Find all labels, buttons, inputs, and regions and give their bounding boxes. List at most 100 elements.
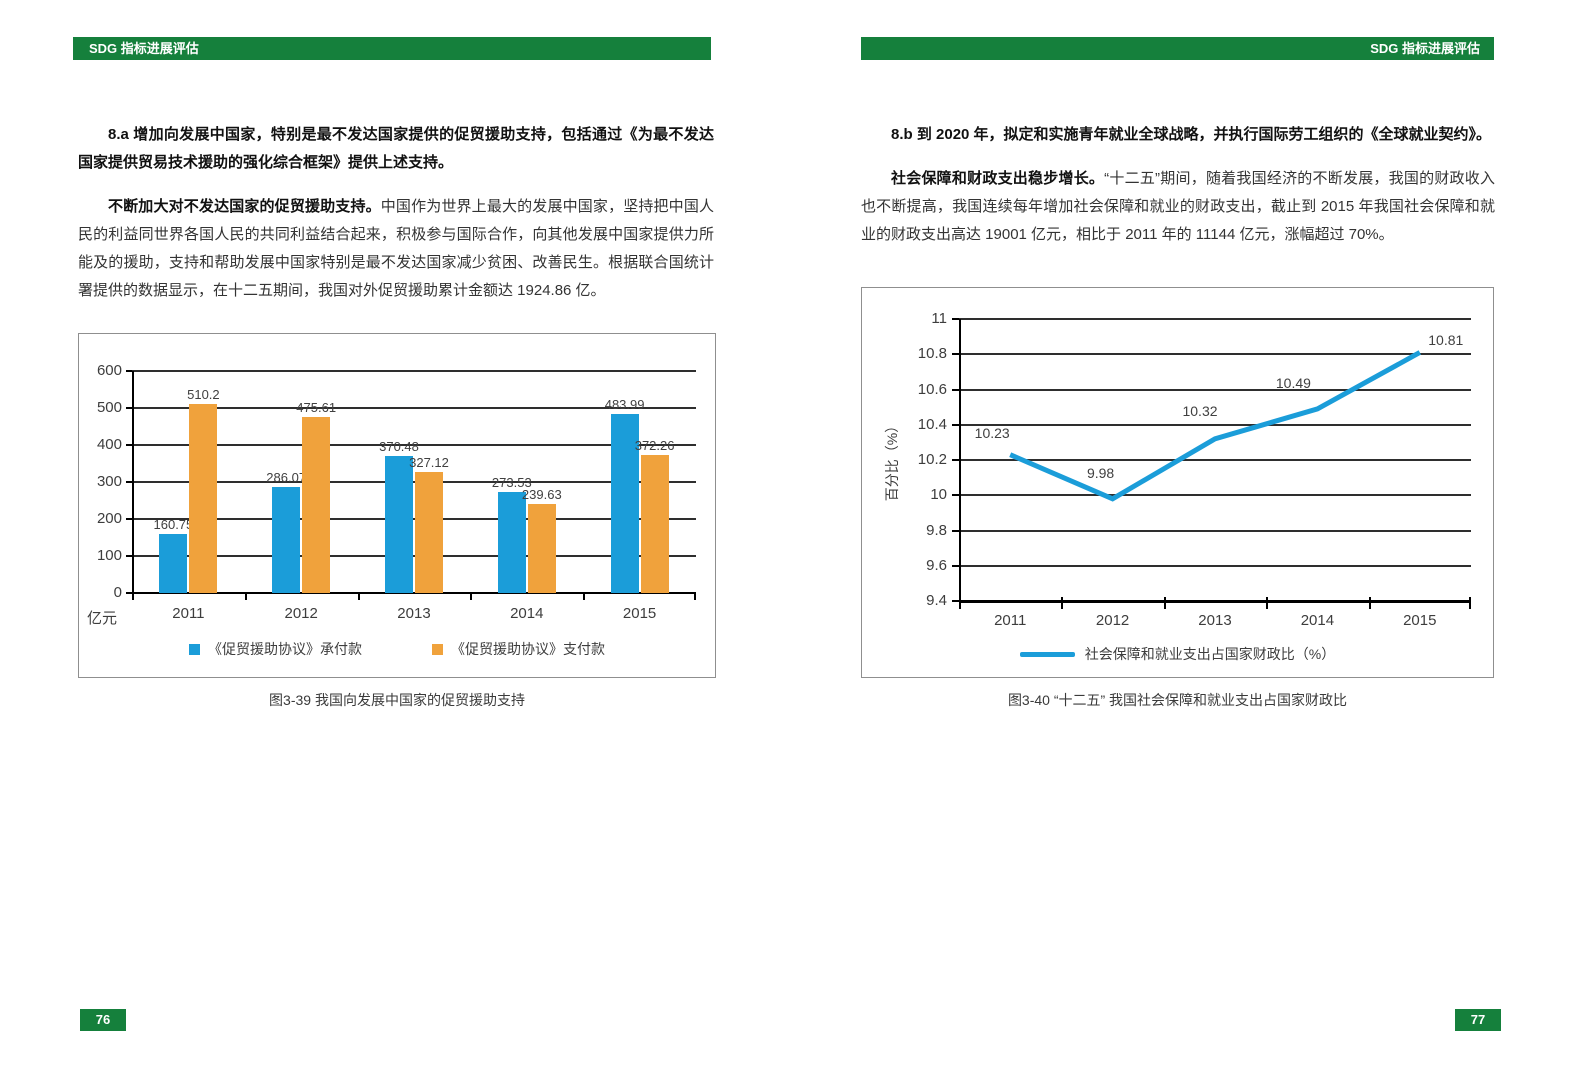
legend-swatch-icon [189, 643, 200, 655]
bar-2014-series-2 [527, 504, 556, 593]
bar-value-label: 370.48 [379, 438, 419, 454]
page-header-left: SDG 指标进展评估 [73, 37, 711, 60]
x-tick-label: 2013 [397, 605, 431, 622]
gridline [132, 555, 696, 557]
gridline [132, 518, 696, 520]
page-header-right: SDG 指标进展评估 [861, 37, 1494, 60]
y-tick-mark [952, 529, 959, 532]
x-tick-label: 2014 [510, 605, 544, 622]
y-tick-mark [952, 318, 959, 320]
y-tick-label: 9.6 [926, 556, 947, 574]
bar-value-label: 475.61 [296, 400, 337, 416]
y-tick-mark [126, 518, 132, 520]
y-tick-mark [126, 555, 132, 557]
y-tick-mark [952, 459, 959, 461]
x-tick-label: 2012 [284, 605, 318, 622]
y-tick-mark [126, 592, 132, 594]
page-number-right: 77 [1455, 1009, 1501, 1031]
right-paragraph-lead: 社会保障和财政支出稳步增长。 [891, 170, 1105, 187]
right-body-paragraph: 社会保障和财政支出稳步增长。“十二五”期间，随着我国经济的不断发展，我国的财政收… [861, 165, 1495, 249]
line-chart-legend: 社会保障和就业支出占国家财政比（%） [862, 644, 1493, 664]
bar-2015-series-1 [610, 413, 639, 593]
y-tick-label: 200 [96, 510, 122, 527]
target-8b-paragraph: 8.b 到 2020 年，拟定和实施青年就业全球战略，并执行国际劳工组织的《全球… [891, 126, 1492, 143]
x-tick-mark [1368, 597, 1371, 609]
legend-line-icon [1019, 651, 1075, 657]
x-tick-mark [1061, 597, 1064, 609]
point-value-label: 10.23 [974, 424, 1010, 441]
right-text-block: 8.b 到 2020 年，拟定和实施青年就业全球战略，并执行国际劳工组织的《全球… [861, 121, 1495, 249]
x-tick-mark [583, 594, 586, 600]
y-tick-label: 10.4 [917, 415, 947, 433]
legend-label: 《促贸援助协议》承付款 [208, 641, 362, 657]
left-text-block: 8.a 增加向发展中国家，特别是最不发达国家提供的促贸援助支持，包括通过《为最不… [78, 121, 714, 305]
y-tick-mark [952, 353, 959, 356]
target-8a-paragraph: 8.a 增加向发展中国家，特别是最不发达国家提供的促贸援助支持，包括通过《为最不… [78, 126, 714, 171]
bar-value-label: 483.99 [604, 396, 645, 412]
gridline [959, 353, 1471, 356]
y-tick-label: 300 [96, 473, 122, 490]
trend-line [1009, 350, 1422, 502]
y-tick-label: 100 [96, 547, 122, 564]
legend-item-2: 《促贸援助协议》支付款 [432, 639, 605, 659]
legend-item-1: 社会保障和就业支出占国家财政比（%） [1019, 644, 1336, 664]
gridline [132, 370, 696, 372]
trend-line-path [1009, 350, 1422, 502]
x-tick-mark [694, 594, 696, 600]
left-body-paragraph: 不断加大对不发达国家的促贸援助支持。中国作为世界上最大的发展中国家，坚持把中国人… [78, 193, 714, 305]
y-axis-line [959, 319, 961, 601]
bar-chart-legend: 《促贸援助协议》承付款 《促贸援助协议》支付款 [79, 639, 715, 659]
gridline [132, 407, 696, 409]
gridline [132, 444, 696, 446]
y-tick-label: 500 [96, 399, 122, 416]
x-tick-mark [1469, 597, 1471, 609]
x-tick-mark [470, 594, 473, 600]
bar-2015-series-2 [640, 455, 669, 593]
gridline [959, 423, 1471, 426]
y-axis-line [132, 371, 134, 593]
point-value-label: 9.98 [1086, 464, 1115, 481]
point-value-label: 10.49 [1275, 374, 1311, 391]
y-tick-label: 9.8 [926, 521, 947, 539]
legend-item-1: 《促贸援助协议》承付款 [189, 639, 362, 659]
bar-2011-series-1 [159, 533, 188, 593]
line-chart-caption: 图3-40 “十二五” 我国社会保障和就业支出占国家财政比 [1007, 692, 1348, 708]
y-tick-mark [952, 600, 959, 602]
x-tick-label: 2011 [172, 605, 205, 622]
x-tick-mark [244, 594, 247, 600]
y-tick-label: 11 [931, 310, 947, 327]
x-tick-label: 2011 [994, 612, 1027, 629]
x-axis-line [132, 592, 696, 594]
y-tick-mark [952, 388, 959, 391]
y-tick-label: 10.6 [917, 380, 947, 398]
x-tick-mark [357, 594, 360, 600]
page-header-right-title: SDG 指标进展评估 [1370, 41, 1480, 56]
y-tick-label: 400 [96, 436, 122, 453]
x-tick-mark [1266, 597, 1269, 609]
x-tick-mark [1163, 597, 1166, 609]
gridline [959, 494, 1471, 497]
bar-2011-series-2 [189, 404, 218, 593]
bar-2013-series-1 [385, 455, 413, 593]
gridline [959, 318, 1471, 320]
bar-value-label: 327.12 [409, 454, 449, 470]
bar-value-label: 372.26 [634, 438, 675, 454]
page-number-left: 76 [80, 1009, 126, 1031]
legend-label: 社会保障和就业支出占国家财政比（%） [1084, 646, 1336, 662]
y-tick-mark [952, 564, 959, 567]
bar-value-label: 239.63 [521, 487, 562, 503]
bar-2012-series-1 [272, 487, 301, 593]
y-tick-mark [126, 407, 132, 409]
gridline [959, 459, 1471, 461]
bar-value-label: 286.07 [266, 470, 307, 486]
y-tick-mark [126, 370, 132, 372]
y-tick-label: 10.2 [917, 451, 947, 468]
line-chart-figure: 9.4 9.6 9.8 10 10.2 10.4 10.6 10.8 11 2011 2012 201… [861, 287, 1494, 678]
bar-2012-series-2 [302, 417, 331, 593]
legend-swatch-icon [432, 643, 443, 655]
x-tick-label: 2012 [1095, 612, 1130, 629]
y-tick-label: 600 [96, 362, 122, 379]
y-tick-label: 9.4 [926, 592, 947, 609]
bar-2013-series-2 [415, 471, 443, 593]
left-paragraph-lead: 不断加大对不发达国家的促贸援助支持。 [108, 198, 381, 215]
